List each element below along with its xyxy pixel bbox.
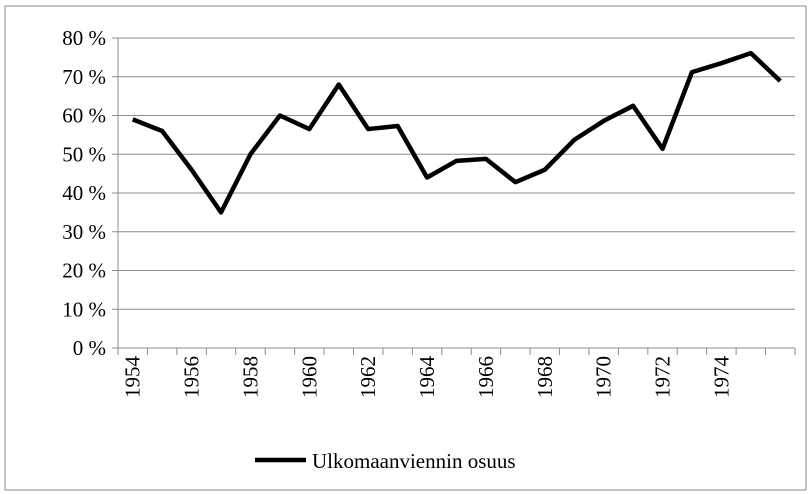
x-tick-label: 1968 [533, 356, 557, 398]
chart-frame [4, 5, 807, 491]
x-tick-label: 1960 [297, 356, 321, 398]
y-tick-label: 0 % [73, 336, 106, 360]
y-tick-label: 80 % [62, 26, 106, 50]
x-tick-label: 1974 [709, 356, 733, 399]
line-series [131, 50, 782, 215]
x-tick-label: 1970 [592, 356, 616, 398]
y-tick-label: 50 % [62, 142, 106, 166]
y-tick-label: 40 % [62, 181, 106, 205]
x-tick-label: 1972 [651, 356, 675, 398]
x-tick-label: 1964 [415, 356, 439, 399]
y-tick-label: 60 % [62, 104, 106, 128]
y-tick-label: 20 % [62, 259, 106, 283]
y-tick-label: 30 % [62, 220, 106, 244]
x-tick-label: 1966 [474, 356, 498, 398]
x-tick-label: 1962 [356, 356, 380, 398]
y-tick-label: 10 % [62, 297, 106, 321]
y-tick-label: 70 % [62, 65, 106, 89]
x-tick-label: 1956 [180, 356, 204, 398]
x-tick-label: 1958 [238, 356, 262, 398]
x-tick-label: 1954 [121, 356, 145, 399]
legend-label: Ulkomaanviennin osuus [312, 449, 516, 473]
